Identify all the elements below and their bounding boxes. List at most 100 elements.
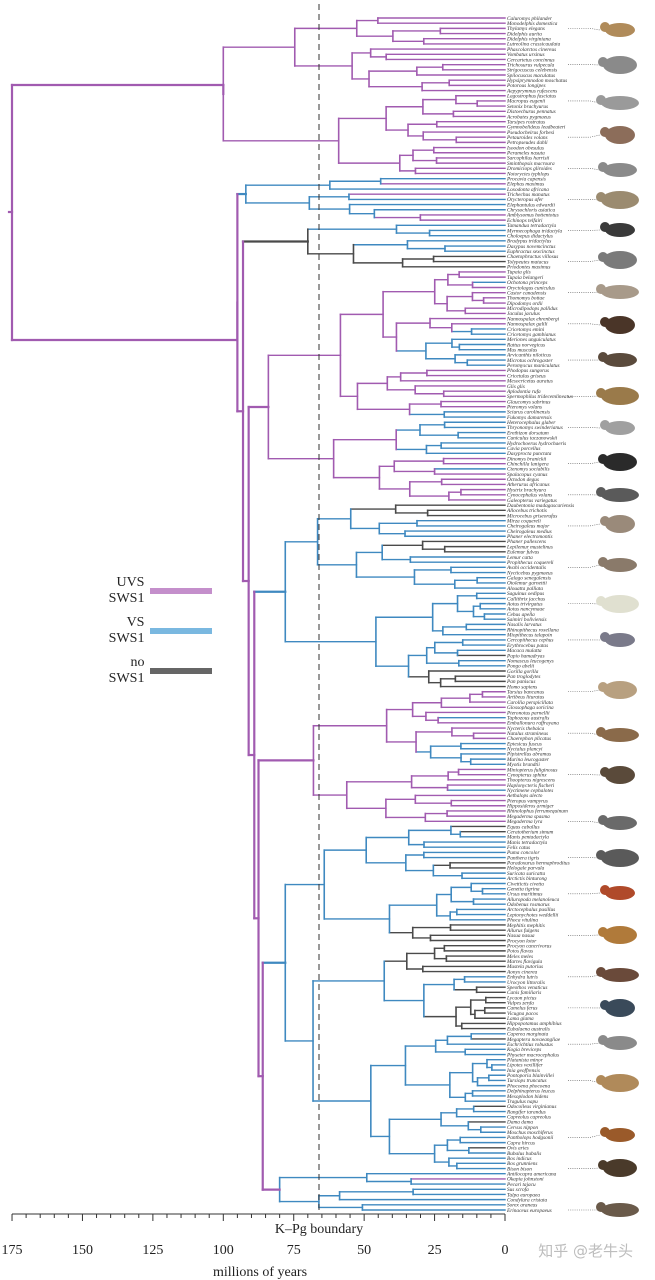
- tip-label: Alouatta palliata: [506, 586, 543, 592]
- tip-label: Pipistrellus abramus: [506, 752, 551, 758]
- silhouette-head: [600, 127, 610, 137]
- tip-label: Vombatus ursinus: [507, 52, 545, 58]
- silhouette-head: [598, 927, 608, 937]
- tip-label: Ursus maritimus: [507, 892, 542, 898]
- silhouette-body: [603, 353, 637, 367]
- silhouette-head: [600, 420, 610, 430]
- tip-label: Amblysomus hottentotus: [506, 213, 559, 219]
- silhouette-leader-line: [568, 323, 601, 326]
- tip-label: Nycteris thebaica: [506, 726, 545, 732]
- tip-label: Pteropus vampyrus: [506, 798, 548, 804]
- animal-silhouette: [596, 487, 639, 502]
- tip-label: Thylamys elegans: [507, 26, 545, 32]
- tip-label: Dipodomys ordii: [506, 301, 543, 307]
- tip-label: Nasalis larvatus: [506, 622, 542, 628]
- tip-label: Suricata suricatta: [507, 871, 545, 877]
- tip-label: Erethizon dorsatum: [506, 430, 549, 436]
- tip-label: Ceratotherium simum: [507, 829, 554, 835]
- tip-label: Setonix brachyurus: [507, 104, 548, 110]
- silhouette-leader-line: [568, 259, 601, 262]
- tip-label: Pan troglodytes: [506, 674, 541, 680]
- tip-label: Manis pentadactyla: [506, 835, 549, 841]
- axis-tick-label: 0: [502, 1243, 509, 1258]
- silhouette-head: [596, 596, 606, 606]
- tip-label: Pan paniscus: [506, 679, 535, 685]
- tip-label: Sarcophilus harrisii: [507, 156, 550, 162]
- animal-silhouette: [596, 727, 639, 742]
- legend-label-uvs: UVS SWS1: [108, 575, 145, 606]
- tip-label: Saimiri boliviensis: [507, 617, 547, 623]
- tip-label: Didelphis aurita: [506, 31, 542, 37]
- tip-label: Didelphis virginiana: [506, 37, 551, 43]
- tip-label: Caperea marginata: [507, 1032, 549, 1038]
- silhouette-leader-line: [568, 564, 601, 568]
- tip-label: Chaetophractus villosus: [507, 254, 558, 260]
- animal-silhouette: [598, 815, 637, 830]
- tip-label: Nomascus leucogenys: [506, 658, 554, 664]
- animal-silhouette: [598, 56, 637, 74]
- tip-label: Enhydra lutris: [506, 975, 538, 981]
- tip-label: Phocoena phocoena: [506, 1083, 550, 1089]
- tip-label: Perameles nasuta: [506, 151, 545, 157]
- silhouette-body: [603, 251, 637, 269]
- tip-label: Rangifer tarandus: [506, 1108, 546, 1115]
- tip-label: Thomomys bottae: [507, 296, 545, 302]
- axis-tick-label: 100: [213, 1243, 234, 1258]
- tip-label: Potorous longipes: [506, 83, 546, 89]
- tip-label: Tolypeutes matacus: [507, 259, 548, 265]
- silhouette-leader-line: [568, 427, 601, 429]
- silhouette-head: [598, 682, 608, 692]
- tip-label: Potos flavus: [506, 948, 533, 955]
- legend-swatch-uvs: [150, 588, 212, 594]
- tip-label: Glaucomys sabrinus: [507, 399, 550, 405]
- tip-label: Gymnobelideus leadbeateri: [507, 125, 566, 131]
- tip-label: Urocyon littoralis: [507, 980, 545, 986]
- silhouette-head: [598, 57, 608, 67]
- silhouette-body: [603, 681, 637, 699]
- axis-tick-label: 150: [72, 1243, 93, 1258]
- tip-label: Mesocricetus auratus: [506, 379, 553, 385]
- animal-silhouette: [598, 926, 637, 944]
- tip-label: Echinops telfairi: [506, 217, 543, 224]
- silhouette-leader-line: [568, 732, 601, 736]
- tip-label: Cebus apella: [507, 612, 535, 618]
- tip-label: Bradypus tridactylus: [507, 239, 551, 245]
- tip-label: Spermophilus tridecemlineatus: [507, 394, 573, 400]
- tip-label: Avahi occidentalis: [506, 565, 546, 571]
- tip-label: Capreolus capreolus: [507, 1115, 551, 1121]
- silhouette-body: [605, 316, 635, 334]
- legend-label-none: no SWS1: [108, 655, 145, 686]
- silhouette-head: [600, 317, 610, 327]
- silhouette-head: [596, 850, 606, 860]
- silhouette-body: [601, 285, 639, 299]
- animal-silhouette: [600, 1127, 635, 1142]
- tip-label: Callithrix jacchus: [507, 596, 545, 602]
- tip-label: Erythrocebus patas: [506, 643, 548, 649]
- silhouette-leader-line: [568, 1167, 601, 1169]
- tip-label: Dama dama: [506, 1120, 533, 1126]
- silhouette-body: [603, 1159, 637, 1177]
- silhouette-head: [596, 388, 606, 398]
- tip-label: Vicugna pacos: [507, 1011, 538, 1017]
- silhouette-body: [605, 633, 635, 647]
- tip-label: Aplodontia rufa: [506, 388, 541, 395]
- tip-label: Lemur catta: [506, 555, 533, 561]
- silhouette-body: [603, 816, 637, 830]
- silhouette-head: [600, 1000, 610, 1010]
- silhouette-body: [605, 766, 635, 784]
- silhouette-head: [596, 1075, 606, 1085]
- tip-label: Galeopterus variegatus: [507, 498, 557, 504]
- tip-label: Dromiciops gliroides: [506, 166, 552, 172]
- tip-label: Aethalops alecto: [506, 793, 543, 799]
- tip-label: Fukomys damarensis: [506, 415, 552, 421]
- tip-label: Mus musculus: [506, 347, 537, 353]
- animal-silhouette: [600, 515, 635, 533]
- tip-label: Chaerephon plicatus: [507, 736, 551, 742]
- tip-label: Myrmecophaga tridactyla: [506, 228, 563, 234]
- silhouette-body: [601, 595, 639, 613]
- tip-label: Cynocephalus volans: [507, 493, 552, 499]
- tip-label: Tupaia belangeri: [507, 275, 544, 281]
- tip-label: Nasua nasua: [506, 933, 535, 939]
- legend: UVS SWS1 VS SWS1 no SWS1: [92, 575, 212, 686]
